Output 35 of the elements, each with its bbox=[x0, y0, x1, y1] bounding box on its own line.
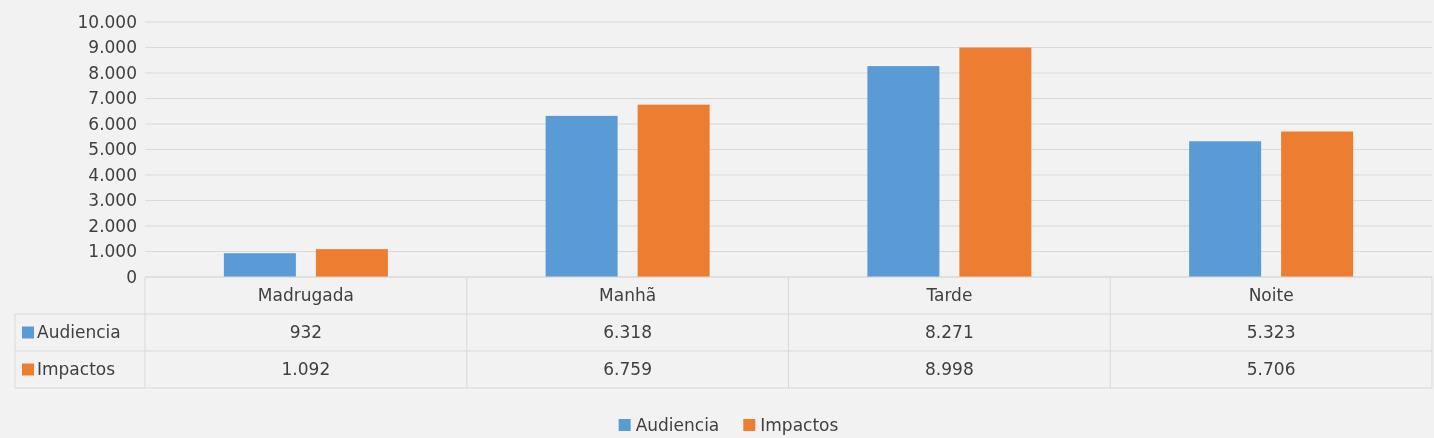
bar bbox=[637, 104, 710, 277]
legend-label: Impactos bbox=[760, 414, 839, 435]
x-tick-label: Manhã bbox=[599, 285, 657, 306]
bar bbox=[315, 249, 388, 277]
y-tick-label: 1.000 bbox=[88, 241, 137, 262]
y-tick-label: 5.000 bbox=[88, 139, 137, 160]
data-label: 6.759 bbox=[603, 359, 652, 380]
x-tick-label: Tarde bbox=[925, 285, 973, 306]
data-label: 5.706 bbox=[1246, 359, 1296, 380]
bar bbox=[223, 253, 296, 277]
bar bbox=[959, 47, 1032, 277]
y-tick-label: 0 bbox=[126, 266, 137, 287]
bar bbox=[1281, 131, 1354, 277]
text: Impactos bbox=[37, 359, 116, 380]
y-tick-label: 4.000 bbox=[88, 164, 137, 185]
y-tick-label: 7.000 bbox=[88, 88, 137, 109]
data-label: 5.323 bbox=[1246, 322, 1296, 343]
x-tick-label: Noite bbox=[1248, 285, 1294, 306]
data-label: 8.998 bbox=[925, 359, 974, 380]
bar bbox=[545, 115, 618, 277]
y-tick-label: 10.000 bbox=[77, 11, 137, 32]
y-tick-label: 9.000 bbox=[88, 37, 137, 58]
data-label: 6.318 bbox=[603, 322, 652, 343]
data-label: 932 bbox=[289, 322, 323, 343]
y-tick-label: 6.000 bbox=[88, 113, 137, 134]
data-label: 1.092 bbox=[281, 359, 331, 380]
text: Audiencia bbox=[635, 414, 720, 435]
x-tick-label: Madrugada bbox=[257, 285, 354, 306]
y-tick-label: 3.000 bbox=[88, 190, 137, 211]
data-label: 8.271 bbox=[925, 322, 974, 343]
bar bbox=[1189, 141, 1262, 277]
y-tick-label: 8.000 bbox=[88, 62, 137, 83]
y-tick-label: 2.000 bbox=[88, 215, 137, 236]
bar bbox=[867, 66, 940, 277]
legend-label: Audiencia bbox=[37, 322, 121, 343]
